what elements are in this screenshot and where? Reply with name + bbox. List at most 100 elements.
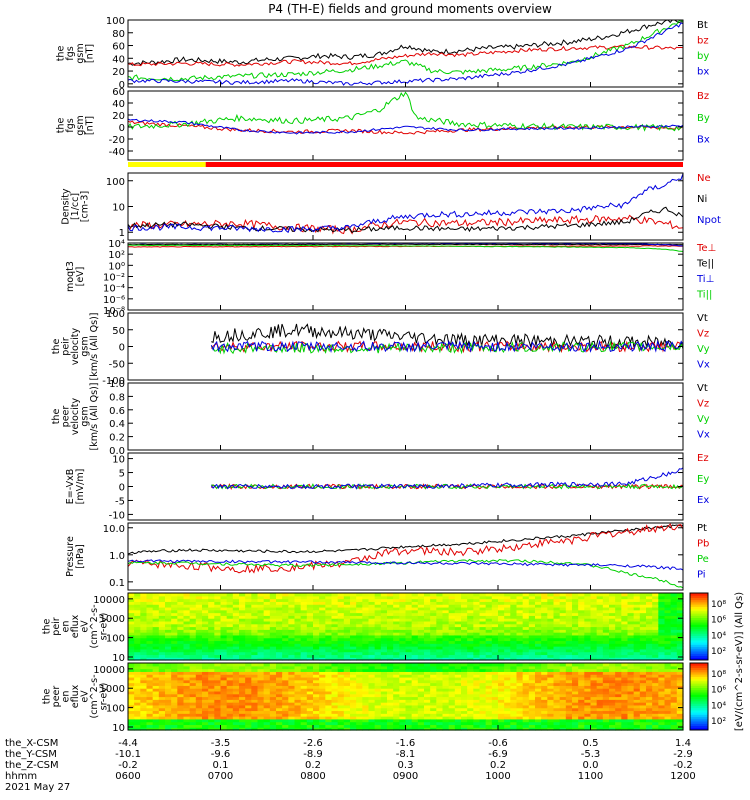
heatmap-cell [300,595,308,600]
heatmap-cell [596,634,604,639]
heatmap-cell [165,595,172,600]
heatmap-cell [528,696,536,700]
heatmap-cell [152,648,160,653]
heatmap-cell [263,626,271,630]
heatmap-cell [177,693,185,698]
heatmap-cell [473,648,481,653]
heatmap-cell [442,693,450,698]
heatmap-cell [337,648,345,653]
heatmap-cell [473,609,481,614]
heatmap-cell [485,657,493,661]
heatmap-cell [300,637,308,642]
heatmap-cell [128,702,135,706]
legend-entry-Bt: Bt [697,20,708,31]
heatmap-cell [652,598,659,602]
heatmap-cell [430,718,437,723]
heatmap-cell [578,640,585,644]
heatmap-cell [146,615,154,619]
heatmap-cell [627,721,635,726]
heatmap-cell [226,595,234,600]
heatmap-cell [578,696,585,700]
heatmap-cell [128,679,135,684]
heatmap-cell [436,724,444,728]
heatmap-cell [670,595,678,600]
heatmap-cell [282,593,289,597]
heatmap-cell [578,721,585,726]
heatmap-cell [282,629,289,633]
heatmap-cell [282,721,289,726]
heatmap-cell [621,699,629,703]
heatmap-cell [621,671,629,675]
heatmap-cell [165,707,172,712]
heatmap-cell [565,601,573,605]
heatmap-cell [559,676,567,681]
heatmap-cell [152,727,160,731]
heatmap-cell [269,632,277,636]
heatmap-cell [491,690,499,695]
heatmap-cell [646,606,653,611]
heatmap-cell [263,690,271,695]
heatmap-cell [553,620,561,625]
heatmap-cell [374,696,382,700]
heatmap-cell [171,618,178,622]
heatmap-cell [528,713,536,717]
heatmap-cell [257,685,265,689]
heatmap-cell [485,609,493,614]
heatmap-cell [239,620,246,625]
heatmap-cell [559,671,567,675]
heatmap-cell [658,682,666,686]
heatmap-cell [202,629,209,633]
heatmap-cell [430,688,437,692]
heatmap-cell [479,699,487,703]
heatmap-cell [615,699,622,703]
heatmap-cell [368,654,376,658]
heatmap-cell [189,718,197,723]
heatmap-cell [498,651,505,656]
heatmap-cell [448,618,456,622]
y-tick-label: 20 [112,111,125,122]
heatmap-cell [498,679,505,684]
heatmap-cell [269,595,277,600]
heatmap-cell [565,696,573,700]
heatmap-cell [430,615,437,619]
heatmap-cell [226,640,234,644]
heatmap-cell [319,632,326,636]
heatmap-cell [399,713,407,717]
heatmap-cell [183,696,191,700]
heatmap-cell [374,651,382,656]
heatmap-cell [411,634,419,639]
heatmap-cell [467,657,474,661]
colorbar-segment [690,689,708,693]
heatmap-cell [516,598,524,602]
heatmap-cell [325,612,333,616]
heatmap-cell [535,718,542,723]
heatmap-cell [596,604,604,608]
heatmap-cell [263,713,271,717]
heatmap-cell [251,601,259,605]
heatmap-cell [596,623,604,628]
heatmap-cell [189,646,197,650]
heatmap-cell [436,637,444,642]
heatmap-cell [639,612,647,616]
heatmap-cell [325,724,333,728]
heatmap-cell [504,615,511,619]
heatmap-cell [171,651,178,656]
heatmap-cell [158,696,166,700]
heatmap-cell [646,668,653,672]
heatmap-cell [559,632,567,636]
heatmap-cell [461,604,468,608]
heatmap-cell [609,634,616,639]
heatmap-cell [195,668,203,672]
heatmap-cell [522,654,530,658]
heatmap-cell [350,716,357,720]
heatmap-cell [263,648,271,653]
heatmap-cell [436,704,444,709]
heatmap-cell [553,676,561,681]
heatmap-cell [269,690,277,695]
heatmap-cell [639,693,647,698]
heatmap-cell [454,721,462,726]
heatmap-cell [214,718,222,723]
series-line-Ne [127,214,684,235]
heatmap-cell [547,604,555,608]
heatmap-cell [424,690,431,695]
